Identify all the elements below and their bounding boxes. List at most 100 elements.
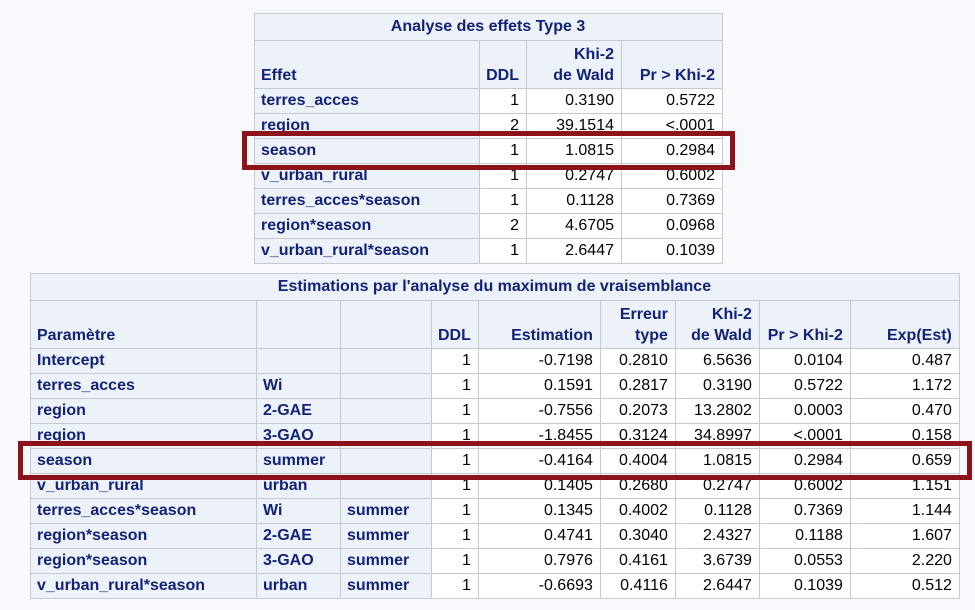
- value-cell: 0.2984: [758, 448, 851, 474]
- value-cell: 0.3190: [674, 373, 760, 399]
- value-cell: -0.7556: [477, 398, 601, 424]
- value-cell: 0.3040: [599, 523, 676, 549]
- value-cell: 0.4116: [599, 573, 676, 599]
- table-row: season 1 1.0815 0.2984: [254, 138, 723, 164]
- value-cell: 0.1591: [477, 373, 601, 399]
- ml-estimates-table-wrap: Estimations par l'analyse du maximum de …: [18, 273, 972, 599]
- row-label-cell: summer: [340, 573, 432, 599]
- table-row: region 3-GAO 1 -1.8455 0.3124 34.8997 <.0001 0.…: [30, 423, 960, 449]
- value-cell: 4.6705: [526, 213, 622, 239]
- value-cell: 0.2073: [599, 398, 676, 424]
- value-cell: 0.2984: [621, 138, 723, 164]
- value-cell: 0.487: [849, 348, 960, 374]
- value-cell: 0.4002: [599, 498, 676, 524]
- table-row: terres_acces*season Wi summer 1 0.1345 0.4002…: [30, 498, 960, 524]
- value-cell: 2.220: [849, 548, 960, 574]
- table-row: region*season 3-GAO summer 1 0.7976 0.4161 3.6…: [30, 548, 960, 574]
- row-label-cell: summer: [340, 548, 432, 574]
- row-label-cell: terres_acces*season: [254, 188, 480, 214]
- value-cell: 1: [431, 398, 479, 424]
- table-row: region 2 39.1514 <.0001: [254, 113, 723, 139]
- value-cell: 0.1188: [758, 523, 851, 549]
- column-header: Estimation: [477, 300, 601, 349]
- value-cell: 1: [431, 373, 479, 399]
- value-cell: 0.1128: [526, 188, 622, 214]
- value-cell: 1.172: [849, 373, 960, 399]
- row-label-cell: season: [254, 138, 480, 164]
- value-cell: 1: [479, 163, 527, 189]
- type3-effects-table-head: Analyse des effets Type 3 Effet DDL Khi-2 d…: [254, 13, 723, 89]
- type3-effects-table: Analyse des effets Type 3 Effet DDL Khi-2 d…: [254, 13, 723, 264]
- row-label-cell: v_urban_rural: [30, 473, 257, 499]
- value-cell: 0.4161: [599, 548, 676, 574]
- row-label-cell: region*season: [30, 548, 257, 574]
- row-label-cell: [256, 348, 341, 374]
- value-cell: 0.6002: [621, 163, 723, 189]
- value-cell: 0.512: [849, 573, 960, 599]
- value-cell: 1: [431, 548, 479, 574]
- row-label-cell: season: [30, 448, 257, 474]
- value-cell: 0.0968: [621, 213, 723, 239]
- ml-estimates-table-head: Estimations par l'analyse du maximum de …: [30, 273, 960, 349]
- value-cell: 0.4741: [477, 523, 601, 549]
- column-header: Pr > Khi-2: [758, 300, 851, 349]
- value-cell: 1.151: [849, 473, 960, 499]
- row-label-cell: terres_acces: [30, 373, 257, 399]
- value-cell: 1.0815: [526, 138, 622, 164]
- value-cell: 0.470: [849, 398, 960, 424]
- value-cell: 2.6447: [526, 238, 622, 264]
- value-cell: 1: [431, 448, 479, 474]
- value-cell: 1: [431, 498, 479, 524]
- row-label-cell: v_urban_rural: [254, 163, 480, 189]
- value-cell: 1: [479, 188, 527, 214]
- row-label-cell: [340, 448, 432, 474]
- row-label-cell: [340, 348, 432, 374]
- table-row: terres_acces 1 0.3190 0.5722: [254, 88, 723, 114]
- row-label-cell: region: [254, 113, 480, 139]
- row-label-cell: 2-GAE: [256, 523, 341, 549]
- value-cell: 1: [479, 88, 527, 114]
- value-cell: 0.2810: [599, 348, 676, 374]
- value-cell: 2: [479, 213, 527, 239]
- value-cell: 1.607: [849, 523, 960, 549]
- column-header: Pr > Khi-2: [621, 40, 723, 89]
- row-label-cell: terres_acces*season: [30, 498, 257, 524]
- value-cell: 0.7369: [621, 188, 723, 214]
- value-cell: -1.8455: [477, 423, 601, 449]
- value-cell: 2.4327: [674, 523, 760, 549]
- row-label-cell: summer: [340, 523, 432, 549]
- table-row: region*season 2 4.6705 0.0968: [254, 213, 723, 239]
- value-cell: 0.5722: [621, 88, 723, 114]
- row-label-cell: region*season: [30, 523, 257, 549]
- table-row: terres_acces Wi 1 0.1591 0.2817 0.3190 0.5722 1…: [30, 373, 960, 399]
- value-cell: 1: [479, 138, 527, 164]
- row-label-cell: 3-GAO: [256, 548, 341, 574]
- value-cell: 0.0104: [758, 348, 851, 374]
- value-cell: 0.2747: [674, 473, 760, 499]
- value-cell: 0.2817: [599, 373, 676, 399]
- row-label-cell: Wi: [256, 498, 341, 524]
- value-cell: 1: [431, 423, 479, 449]
- type3-effects-table-wrap: Analyse des effets Type 3 Effet DDL Khi-2 d…: [242, 13, 735, 264]
- row-label-cell: summer: [340, 498, 432, 524]
- value-cell: 0.1345: [477, 498, 601, 524]
- value-cell: 0.1128: [674, 498, 760, 524]
- row-label-cell: v_urban_rural*season: [30, 573, 257, 599]
- value-cell: 0.7976: [477, 548, 601, 574]
- table-row: v_urban_rural*season 1 2.6447 0.1039: [254, 238, 723, 264]
- row-label-cell: region*season: [254, 213, 480, 239]
- value-cell: 1: [431, 523, 479, 549]
- table-row: terres_acces*season 1 0.1128 0.7369: [254, 188, 723, 214]
- value-cell: 0.1039: [621, 238, 723, 264]
- column-header: Effet: [254, 40, 480, 89]
- value-cell: 0.0003: [758, 398, 851, 424]
- ml-estimates-title: Estimations par l'analyse du maximum de …: [30, 273, 960, 301]
- column-header: Erreur type: [599, 300, 676, 349]
- value-cell: 34.8997: [674, 423, 760, 449]
- table-row: Intercept 1 -0.7198 0.2810 6.5636 0.0104 0.487: [30, 348, 960, 374]
- value-cell: <.0001: [621, 113, 723, 139]
- value-cell: 1: [479, 238, 527, 264]
- value-cell: 13.2802: [674, 398, 760, 424]
- table-row: v_urban_rural urban 1 0.1405 0.2680 0.2747 0.6…: [30, 473, 960, 499]
